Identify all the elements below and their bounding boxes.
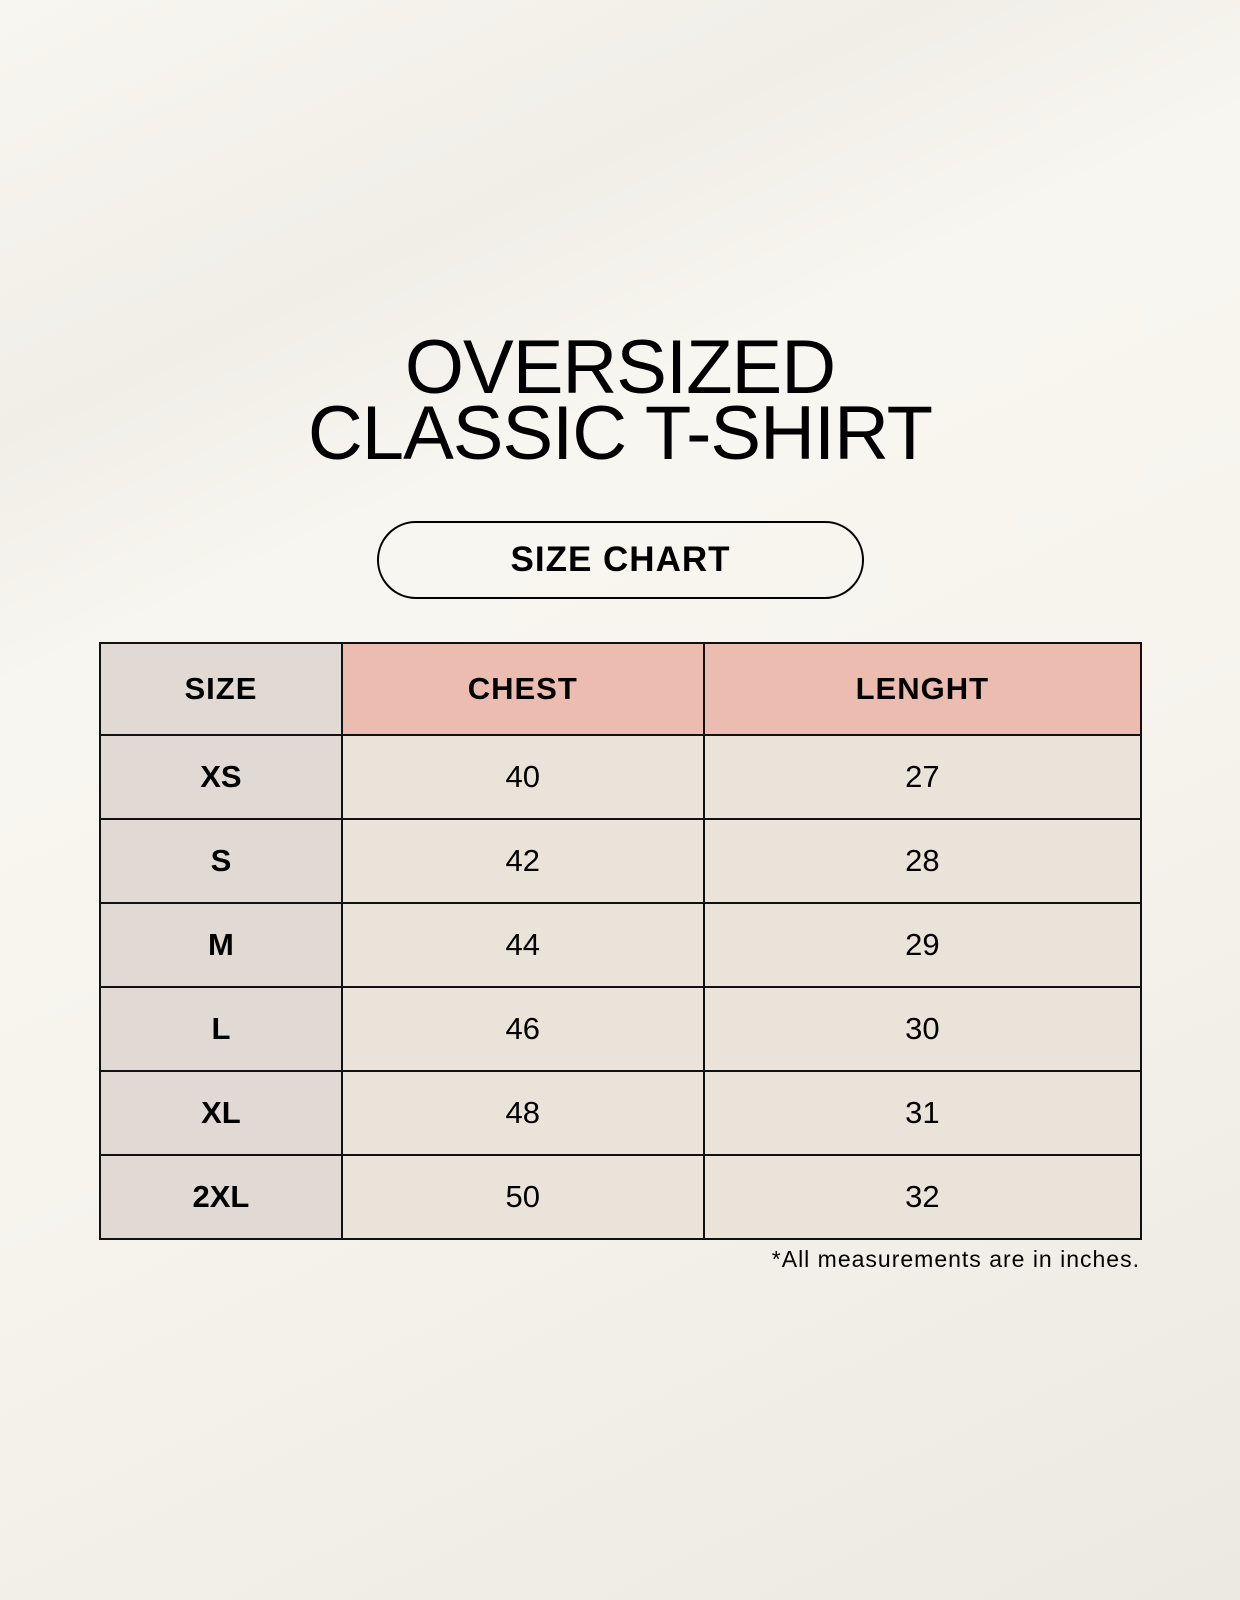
table-row: M 44 29 [99,902,1143,988]
footnote: *All measurements are in inches. [771,1246,1140,1272]
chest-cell: 44 [340,902,705,988]
table-row: L 46 30 [99,986,1143,1072]
size-cell: L [99,986,343,1072]
size-cell: M [99,902,343,988]
table-row: XS 40 27 [99,734,1143,820]
header-length: LENGHT [702,642,1143,736]
size-cell: S [99,818,343,904]
title-line-2: CLASSIC T-SHIRT [307,391,933,476]
table-row: S 42 28 [99,818,1143,904]
size-cell: XL [99,1070,343,1156]
header-size: SIZE [99,642,343,736]
page-title: OVERSIZED CLASSIC T-SHIRT [0,325,1240,476]
size-table: SIZE CHEST LENGHT XS 40 27 S 42 28 M 44 29 L 46 30 X… [99,642,1143,1240]
length-cell: 32 [702,1154,1143,1240]
chest-cell: 40 [340,734,705,820]
header-chest: CHEST [340,642,705,736]
length-cell: 29 [702,902,1143,988]
length-cell: 31 [702,1070,1143,1156]
length-cell: 28 [702,818,1143,904]
table-row: XL 48 31 [99,1070,1143,1156]
title-line-1: OVERSIZED [404,325,836,410]
table-header-row: SIZE CHEST LENGHT [99,642,1143,736]
chest-cell: 46 [340,986,705,1072]
chest-cell: 42 [340,818,705,904]
size-cell: XS [99,734,343,820]
table-row: 2XL 50 32 [99,1154,1143,1240]
chest-cell: 50 [340,1154,705,1240]
chest-cell: 48 [340,1070,705,1156]
size-cell: 2XL [99,1154,343,1240]
length-cell: 30 [702,986,1143,1072]
size-chart-label: SIZE CHART [377,521,864,599]
length-cell: 27 [702,734,1143,820]
